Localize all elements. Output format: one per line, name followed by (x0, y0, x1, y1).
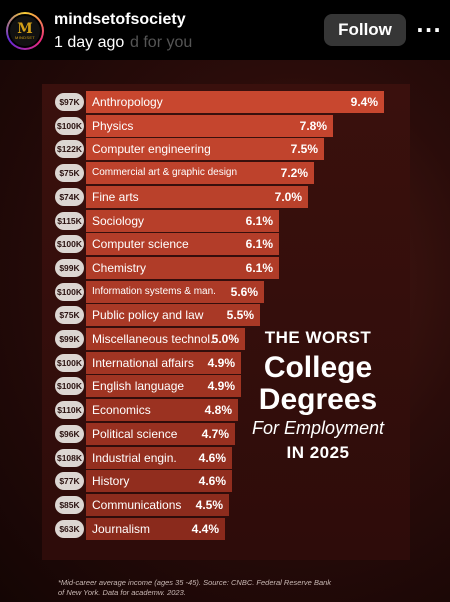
avatar-logo-mark: M (17, 20, 33, 37)
bar-label: Economics (92, 403, 151, 418)
bar: Economics 4.8% (86, 399, 238, 422)
bar-label: Political science (92, 426, 178, 441)
bar: Communications 4.5% (86, 493, 229, 516)
bar: International affairs 4.9% (86, 351, 241, 374)
bar-value-label: 4.4% (191, 521, 219, 536)
bar-value-label: 5.0% (211, 332, 239, 346)
salary-badge: $108K (55, 448, 84, 467)
bar: Chemistry 6.1% (86, 256, 279, 279)
bar-chart: $97K Anthropology 9.4% $100K Physics 7.8% $122… (0, 60, 450, 602)
bar-label: International affairs (92, 355, 194, 370)
bar-label: Communications (92, 497, 182, 512)
salary-badge: $110K (55, 401, 84, 420)
salary-badge: $100K (55, 353, 84, 372)
salary-badge: $115K (55, 211, 84, 230)
timestamp: 1 day ago (54, 34, 125, 51)
bar-label: Information systems & man. (92, 285, 216, 297)
bar-label: Miscellaneous technol. (92, 332, 214, 346)
bar-label: English language (92, 379, 185, 394)
username[interactable]: mindsetofsociety (54, 11, 186, 28)
bar-label: Fine arts (92, 189, 139, 204)
bar: Fine arts 7.0% (86, 185, 308, 208)
salary-badge: $97K (55, 93, 84, 111)
salary-badge: $63K (55, 519, 84, 538)
title-line-5: IN 2025 (286, 443, 350, 462)
bar-value-label: 4.7% (201, 426, 229, 441)
infographic-title: THE WORST College Degrees For Employment… (238, 328, 398, 463)
bar: Industrial engin. 4.6% (86, 446, 232, 469)
salary-badge: $100K (55, 282, 84, 301)
avatar-logo-text: MINDSET (14, 34, 36, 40)
bar-value-label: 4.6% (198, 450, 226, 465)
footnote: *Mid-career average income (ages 35 -45)… (58, 578, 332, 597)
bar-label: Physics (92, 118, 134, 133)
follow-button[interactable]: Follow (324, 14, 406, 46)
bar-value-label: 4.9% (207, 355, 235, 370)
bar-value-label: 7.0% (274, 189, 302, 204)
bar-value-label: 6.1% (245, 237, 273, 252)
salary-badge: $100K (55, 235, 84, 254)
bar-value-label: 4.8% (204, 403, 232, 418)
bar-label: Commercial art & graphic design (92, 167, 238, 179)
bar: Information systems & man. 5.6% (86, 280, 264, 303)
salary-badge: $99K (55, 330, 84, 348)
title-line-3: Degrees (258, 383, 378, 416)
bar-value-label: 7.8% (299, 118, 327, 133)
bar-label: Sociology (92, 213, 145, 228)
bar-label: Chemistry (92, 260, 147, 275)
avatar-logo: M MINDSET (8, 14, 42, 48)
salary-badge: $100K (55, 377, 84, 396)
bar: Public policy and law 5.5% (86, 304, 260, 327)
title-line-2: College (263, 351, 373, 384)
bar: Journalism 4.4% (86, 517, 225, 540)
bar: Anthropology 9.4% (86, 91, 384, 113)
bar-label: Journalism (92, 521, 151, 536)
bar-value-label: 6.1% (245, 213, 273, 228)
more-options-icon[interactable]: ··· (412, 14, 446, 46)
bar-value-label: 7.2% (280, 166, 308, 181)
bar-label: Industrial engin. (92, 450, 177, 465)
salary-badge: $85K (55, 495, 84, 514)
bar-label: Public policy and law (92, 308, 204, 323)
salary-badge: $96K (55, 424, 84, 443)
salary-badge: $75K (55, 164, 84, 183)
bar: Computer engineering 7.5% (86, 138, 324, 161)
bar: English language 4.9% (86, 375, 241, 398)
bar-label: Anthropology (92, 95, 163, 109)
bar-value-label: 7.5% (290, 142, 318, 157)
bar: Miscellaneous technol. 5.0% (86, 328, 245, 350)
bar-value-label: 5.6% (230, 284, 258, 299)
bar-value-label: 5.5% (226, 308, 254, 323)
bar-value-label: 4.5% (195, 497, 223, 512)
salary-badge: $75K (55, 306, 84, 325)
bar: Commercial art & graphic design 7.2% (86, 162, 314, 185)
bar-value-label: 6.1% (245, 260, 273, 275)
salary-badge: $74K (55, 187, 84, 206)
salary-badge: $77K (55, 472, 84, 491)
bar: Sociology 6.1% (86, 209, 279, 232)
post-header: M MINDSET mindsetofsociety 1 day ago d f… (0, 0, 450, 60)
post-image[interactable]: $97K Anthropology 9.4% $100K Physics 7.8% $122… (0, 60, 450, 602)
bar-value-label: 9.4% (350, 95, 378, 109)
salary-badge: $122K (55, 140, 84, 159)
salary-badge: $99K (55, 258, 84, 277)
bar: Computer science 6.1% (86, 233, 279, 256)
bar-label: History (92, 474, 130, 489)
bar: Political science 4.7% (86, 422, 235, 445)
ghost-subtitle: d for you (130, 34, 193, 51)
title-line-4: For Employment (251, 418, 385, 438)
bar-value-label: 4.6% (198, 474, 226, 489)
avatar[interactable]: M MINDSET (6, 12, 44, 50)
title-line-1: THE WORST (264, 328, 372, 347)
bar-label: Computer science (92, 237, 189, 252)
bar: History 4.6% (86, 470, 232, 493)
bar: Physics 7.8% (86, 114, 333, 137)
bar-label: Computer engineering (92, 142, 211, 157)
salary-badge: $100K (55, 116, 84, 135)
bar-value-label: 4.9% (207, 379, 235, 394)
